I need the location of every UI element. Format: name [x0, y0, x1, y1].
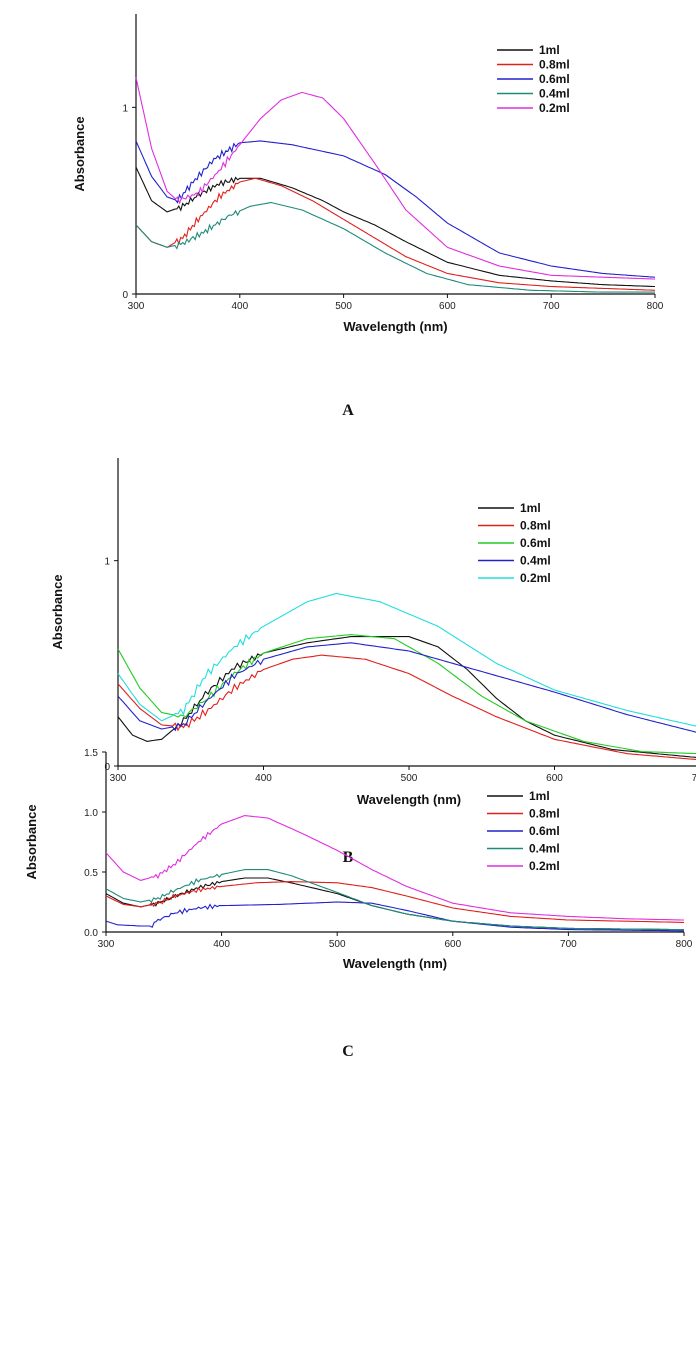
legend-label: 0.6ml — [539, 72, 570, 86]
chart-panel-A: 300 400 500 600 700 800 0 1 Wavelength (nm) Absor… — [72, 14, 664, 419]
x-tick-label: 500 — [335, 301, 352, 312]
legend-label: 0.4ml — [539, 87, 570, 101]
legend-label: 0.8ml — [539, 58, 570, 72]
y-tick-label: 0 — [104, 762, 110, 773]
x-tick-label: 300 — [98, 939, 115, 950]
y-axis-label: Absorbance — [24, 804, 39, 879]
x-tick-label: 400 — [231, 301, 248, 312]
x-tick-label: 700 — [560, 939, 577, 950]
x-tick-label: 400 — [213, 939, 230, 950]
x-tick-label: 300 — [128, 301, 145, 312]
series-line-0.6ml — [117, 634, 696, 755]
legend-label: 0.4ml — [520, 554, 551, 568]
y-tick-label: 1.0 — [84, 808, 98, 819]
y-axis-label: Absorbance — [72, 116, 87, 191]
panel-label: B — [343, 849, 354, 866]
x-tick-label: 700 — [692, 773, 696, 784]
legend-label: 0.4ml — [529, 842, 560, 856]
series-line-0.8ml — [117, 654, 696, 761]
x-axis-label: Wavelength (nm) — [343, 956, 447, 971]
x-tick-label: 800 — [647, 301, 664, 312]
legend-label: 0.2ml — [520, 571, 551, 585]
x-tick-label: 600 — [546, 773, 563, 784]
legend-label: 0.8ml — [529, 807, 560, 821]
legend-label: 0.6ml — [520, 536, 551, 550]
y-tick-label: 0.0 — [84, 928, 98, 939]
legend-label: 0.6ml — [529, 824, 560, 838]
y-axis-label: Absorbance — [50, 574, 65, 649]
x-tick-label: 800 — [676, 939, 693, 950]
legend-label: 0.2ml — [539, 101, 570, 115]
legend-label: 1ml — [539, 43, 560, 57]
panel-label: C — [342, 1043, 354, 1060]
panel-label: A — [342, 402, 354, 419]
legend-label: 0.2ml — [529, 859, 560, 873]
series-line-0.2ml — [135, 77, 656, 280]
series-line-0.8ml — [105, 881, 684, 923]
x-tick-label: 600 — [439, 301, 456, 312]
legend-label: 0.8ml — [520, 519, 551, 533]
chart-panel-B: 300 400 500 600 700 0 1 Wavelength (nm) Absorban… — [50, 458, 696, 866]
x-axis-label: Wavelength (nm) — [357, 792, 461, 807]
series-line-1ml — [117, 636, 696, 758]
x-tick-label: 400 — [255, 773, 272, 784]
y-tick-label: 0.5 — [84, 868, 98, 879]
series-line-0.4ml — [117, 642, 696, 733]
legend-label: 1ml — [529, 789, 550, 803]
y-tick-label: 1.5 — [84, 748, 98, 759]
legend: 1ml 0.8ml 0.6ml 0.4ml 0.2ml — [487, 789, 560, 873]
y-tick-label: 0 — [122, 290, 128, 301]
chart-panel-C: 300 400 500 600 700 800 0.0 0.5 1.0 1.5 Wavelength… — [24, 748, 693, 1060]
x-axis-label: Wavelength (nm) — [343, 319, 447, 334]
y-tick-label: 1 — [104, 557, 110, 568]
x-tick-label: 700 — [543, 301, 560, 312]
series-line-0.2ml — [117, 592, 696, 727]
series-line-0.4ml — [135, 201, 655, 293]
series-line-1ml — [105, 877, 684, 931]
x-tick-label: 600 — [444, 939, 461, 950]
x-tick-label: 500 — [401, 773, 418, 784]
series-line-0.2ml — [105, 815, 684, 921]
legend-label: 1ml — [520, 501, 541, 515]
series-line-0.6ml — [135, 140, 656, 278]
series-line-1ml — [135, 166, 655, 288]
series-line-0.4ml — [105, 869, 684, 931]
series-line-0.6ml — [105, 901, 684, 932]
y-tick-label: 1 — [122, 103, 128, 114]
series-line-0.8ml — [135, 177, 656, 291]
x-tick-label: 500 — [329, 939, 346, 950]
x-tick-label: 300 — [110, 773, 127, 784]
legend: 1ml 0.8ml 0.6ml 0.4ml 0.2ml — [478, 501, 551, 585]
